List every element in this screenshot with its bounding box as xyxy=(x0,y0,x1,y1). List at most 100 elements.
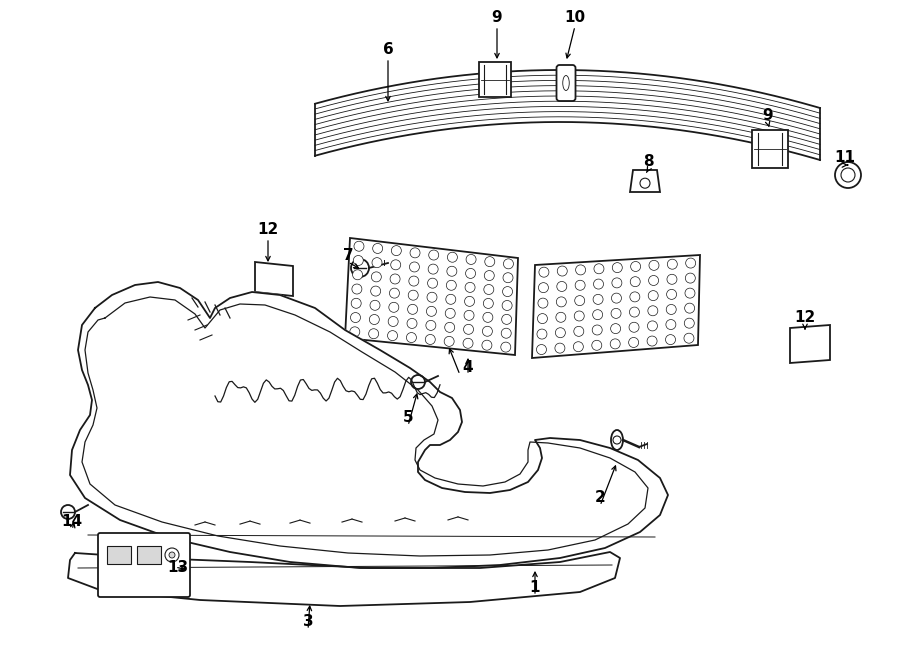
Text: 2: 2 xyxy=(595,490,606,506)
Circle shape xyxy=(407,332,417,342)
Circle shape xyxy=(464,325,473,334)
Circle shape xyxy=(369,329,379,338)
Text: 8: 8 xyxy=(643,155,653,169)
Circle shape xyxy=(391,260,401,270)
Circle shape xyxy=(354,256,364,266)
Circle shape xyxy=(484,284,494,295)
Circle shape xyxy=(592,310,603,320)
Circle shape xyxy=(446,294,455,304)
Circle shape xyxy=(466,254,476,264)
Circle shape xyxy=(169,552,175,558)
Circle shape xyxy=(647,336,657,346)
Text: 6: 6 xyxy=(382,42,393,58)
Circle shape xyxy=(536,344,546,354)
Circle shape xyxy=(684,318,694,328)
Circle shape xyxy=(447,266,457,276)
Circle shape xyxy=(667,259,678,269)
Circle shape xyxy=(482,327,492,336)
Polygon shape xyxy=(630,170,660,192)
Circle shape xyxy=(612,262,622,272)
Circle shape xyxy=(611,309,621,319)
Circle shape xyxy=(369,315,379,325)
Circle shape xyxy=(61,505,75,519)
Circle shape xyxy=(371,286,381,296)
Circle shape xyxy=(483,298,493,309)
Circle shape xyxy=(835,162,861,188)
Circle shape xyxy=(612,278,622,288)
Circle shape xyxy=(593,294,603,304)
Circle shape xyxy=(389,302,399,312)
Polygon shape xyxy=(345,238,518,355)
Circle shape xyxy=(426,321,436,330)
Text: 10: 10 xyxy=(564,11,586,26)
Circle shape xyxy=(630,292,640,302)
Circle shape xyxy=(573,342,583,352)
Circle shape xyxy=(354,241,364,251)
Text: 12: 12 xyxy=(257,223,279,237)
Circle shape xyxy=(611,293,622,303)
Circle shape xyxy=(667,274,677,284)
Circle shape xyxy=(537,329,547,339)
Circle shape xyxy=(841,168,855,182)
Circle shape xyxy=(667,290,677,299)
Circle shape xyxy=(410,262,419,272)
FancyBboxPatch shape xyxy=(107,546,131,564)
Circle shape xyxy=(610,324,621,334)
Text: 9: 9 xyxy=(491,11,502,26)
FancyBboxPatch shape xyxy=(137,546,161,564)
FancyBboxPatch shape xyxy=(98,533,190,597)
Text: 3: 3 xyxy=(302,615,313,629)
Circle shape xyxy=(592,325,602,335)
Circle shape xyxy=(539,267,549,277)
Circle shape xyxy=(647,321,658,331)
Circle shape xyxy=(503,273,513,283)
Circle shape xyxy=(407,319,417,329)
Circle shape xyxy=(447,253,457,262)
Circle shape xyxy=(610,339,620,349)
Circle shape xyxy=(556,312,566,323)
Circle shape xyxy=(648,291,658,301)
Circle shape xyxy=(501,315,512,325)
Circle shape xyxy=(593,279,604,289)
Circle shape xyxy=(538,298,548,308)
Polygon shape xyxy=(532,255,700,358)
Circle shape xyxy=(465,282,475,292)
Circle shape xyxy=(666,305,676,315)
Circle shape xyxy=(428,250,438,260)
Circle shape xyxy=(390,288,400,298)
Circle shape xyxy=(557,282,567,292)
FancyBboxPatch shape xyxy=(479,62,511,97)
Circle shape xyxy=(464,310,474,321)
Circle shape xyxy=(426,334,436,344)
Circle shape xyxy=(631,262,641,272)
Polygon shape xyxy=(790,325,830,363)
Circle shape xyxy=(351,298,361,308)
Text: 14: 14 xyxy=(61,514,83,529)
Text: 1: 1 xyxy=(530,580,540,596)
Circle shape xyxy=(373,243,382,253)
Circle shape xyxy=(574,327,584,336)
Circle shape xyxy=(485,256,495,266)
Circle shape xyxy=(685,288,695,298)
Circle shape xyxy=(484,270,494,280)
Circle shape xyxy=(629,323,639,332)
FancyBboxPatch shape xyxy=(556,65,575,101)
Circle shape xyxy=(502,301,512,311)
Circle shape xyxy=(390,274,400,284)
Circle shape xyxy=(629,307,639,317)
Circle shape xyxy=(463,338,473,348)
Circle shape xyxy=(428,264,438,274)
Circle shape xyxy=(372,272,382,282)
FancyBboxPatch shape xyxy=(752,130,788,168)
Circle shape xyxy=(538,283,548,293)
Polygon shape xyxy=(315,70,820,160)
Circle shape xyxy=(353,270,363,280)
Circle shape xyxy=(446,308,455,319)
Circle shape xyxy=(648,306,658,316)
Circle shape xyxy=(165,548,179,562)
Circle shape xyxy=(556,297,566,307)
Circle shape xyxy=(613,436,621,444)
Circle shape xyxy=(350,327,360,337)
Circle shape xyxy=(685,303,695,313)
Circle shape xyxy=(592,340,602,350)
